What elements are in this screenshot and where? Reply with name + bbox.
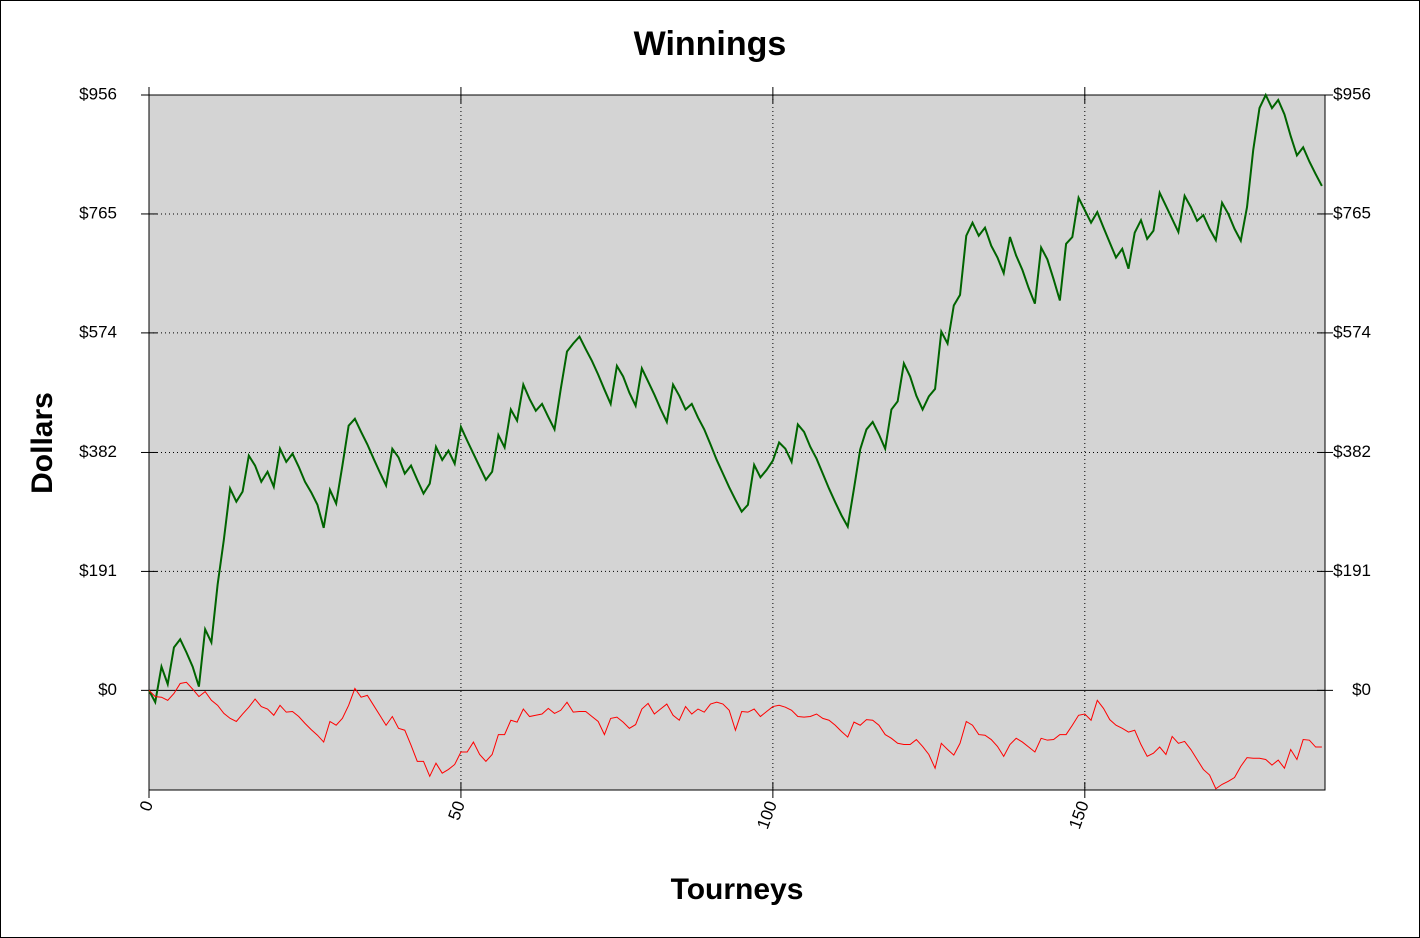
plot-area [148,94,1326,791]
y-tick-label: $191 [79,561,117,580]
y-axis-title: Dollars [26,392,59,494]
y2-tick-label: $956 [1333,84,1371,103]
series-line [148,681,1322,790]
x-axis-title: Tourneys [671,873,804,906]
y2-tick-label: $765 [1333,203,1371,222]
y-tick-label: $574 [79,322,117,341]
y-tick-label: $956 [79,84,117,103]
y2-tick-label: $0 [1352,680,1371,699]
y2-tick-label: $382 [1333,442,1371,461]
y-tick-label: $765 [79,203,117,222]
y2-tick-label: $574 [1333,322,1371,341]
y-tick-label: $382 [79,442,117,461]
series-line [148,92,1323,706]
y-tick-label: $0 [98,680,117,699]
y2-tick-label: $191 [1333,561,1371,580]
chart-title: Winnings [634,25,787,63]
